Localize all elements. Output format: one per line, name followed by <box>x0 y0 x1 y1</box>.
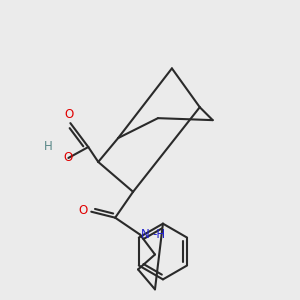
Text: O: O <box>63 152 72 164</box>
Text: O: O <box>64 108 74 121</box>
Text: H: H <box>44 140 53 153</box>
Text: O: O <box>78 204 88 217</box>
Text: N: N <box>141 227 150 241</box>
Text: -H: -H <box>153 227 166 241</box>
